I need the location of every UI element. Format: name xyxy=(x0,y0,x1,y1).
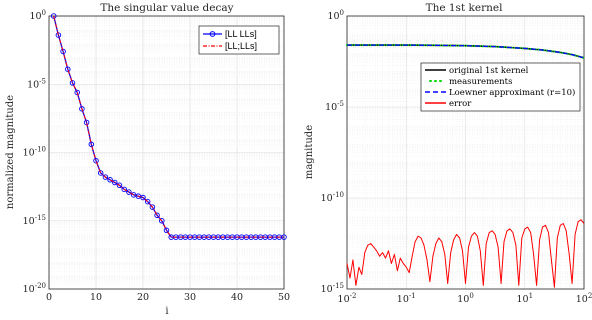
legend-label-loewner: Loewner approximant (r=10) xyxy=(449,87,575,98)
series-point-ll-lls xyxy=(93,157,99,164)
series-point-ll-lls xyxy=(149,204,156,210)
left-grid xyxy=(48,15,285,290)
left-y-tick-label: 10-20 xyxy=(23,282,46,295)
right-x-tick-label: 102 xyxy=(576,292,592,305)
left-series xyxy=(50,13,287,240)
legend-label-ll-semicolon-lls: [LL;LLs] xyxy=(225,41,257,51)
series-point-ll-lls xyxy=(69,80,76,86)
left-legend-box xyxy=(198,25,280,55)
right-series xyxy=(346,44,585,288)
left-y-tick-label: 10-15 xyxy=(23,214,46,227)
right-legend-box xyxy=(420,62,581,112)
series-point-ll-lls xyxy=(60,48,66,55)
right-legend: original 1st kernel measurements Loewner… xyxy=(420,62,581,112)
left-x-tick-label: 10 xyxy=(90,292,102,303)
series-point-ll-lls xyxy=(107,177,113,183)
series-line-error xyxy=(346,219,585,288)
left-x-tick-label: 40 xyxy=(231,292,243,303)
right-plot-frame xyxy=(346,15,585,290)
right-grid xyxy=(346,15,585,290)
series-line-ll-semicolon-lls xyxy=(53,15,284,238)
left-y-axis-label: normalized magnitude xyxy=(5,95,16,209)
right-y-tick-label: 100 xyxy=(327,9,344,22)
series-point-ll-lls xyxy=(79,106,85,112)
left-y-tick-label: 100 xyxy=(29,9,46,22)
left-x-tick-label: 20 xyxy=(137,292,149,303)
right-y-tick-label: 10-15 xyxy=(321,282,344,295)
right-chart-title: The 1st kernel xyxy=(426,2,504,14)
right-tick-labels: 10-2 10-1 100 101 102 10-15 10-10 10-5 100 xyxy=(321,9,592,305)
series-point-ll-lls xyxy=(65,66,71,72)
legend-label-error: error xyxy=(449,99,472,109)
right-x-tick-label: 100 xyxy=(457,292,474,305)
series-point-ll-lls xyxy=(130,192,137,198)
series-point-ll-lls xyxy=(116,182,123,189)
series-point-ll-lls xyxy=(126,189,132,195)
series-point-ll-lls xyxy=(159,217,165,224)
right-y-tick-label: 10-5 xyxy=(325,100,344,113)
left-x-axis-label: i xyxy=(165,306,168,317)
left-x-tick-label: 50 xyxy=(278,292,290,303)
right-x-tick-label: 101 xyxy=(516,292,533,305)
series-point-ll-lls xyxy=(135,193,142,199)
legend-marker-ll-lls xyxy=(209,31,216,37)
series-point-ll-lls xyxy=(55,32,62,38)
series-point-ll-lls xyxy=(140,194,146,201)
series-point-ll-lls xyxy=(163,227,170,234)
series-point-ll-lls xyxy=(74,89,80,96)
chart-singular-value-decay: The singular value decay 0 10 20 30 40 50 10-2… xyxy=(5,2,290,317)
left-y-tick-label: 10-10 xyxy=(23,146,46,159)
legend-label-measurements: measurements xyxy=(449,77,512,87)
left-tick-labels: 0 10 20 30 40 50 10-20 10-15 10-10 10-5 100 xyxy=(23,9,290,303)
left-x-tick-label: 30 xyxy=(184,292,196,303)
chart-first-kernel: The 1st kernel 10-2 10-1 100 101 10210-1510-… xyxy=(304,2,592,305)
right-x-tick-label: 10-2 xyxy=(338,292,357,305)
right-x-tick-label: 10-1 xyxy=(397,292,416,305)
left-plot-frame xyxy=(48,15,285,290)
right-y-tick-label: 10-10 xyxy=(321,191,344,204)
series-point-ll-lls xyxy=(154,212,160,219)
left-chart-title: The singular value decay xyxy=(100,2,233,14)
legend-label-original: original 1st kernel xyxy=(449,66,529,76)
series-point-ll-lls xyxy=(50,13,57,19)
right-y-axis-label: magnitude xyxy=(304,125,315,179)
series-point-ll-lls xyxy=(121,186,127,193)
series-point-ll-lls xyxy=(112,179,118,186)
series-line-loewner-approximant xyxy=(347,44,585,59)
series-point-ll-lls xyxy=(102,174,109,180)
series-point-ll-lls xyxy=(97,170,104,176)
left-x-tick-label: 0 xyxy=(46,292,52,303)
left-y-tick-label: 10-5 xyxy=(27,77,46,90)
left-legend: [LL LLs] [LL;LLs] xyxy=(198,25,280,55)
series-point-ll-lls xyxy=(281,234,287,240)
legend-label-ll-lls: [LL LLs] xyxy=(225,29,257,39)
series-point-ll-lls xyxy=(144,198,151,205)
